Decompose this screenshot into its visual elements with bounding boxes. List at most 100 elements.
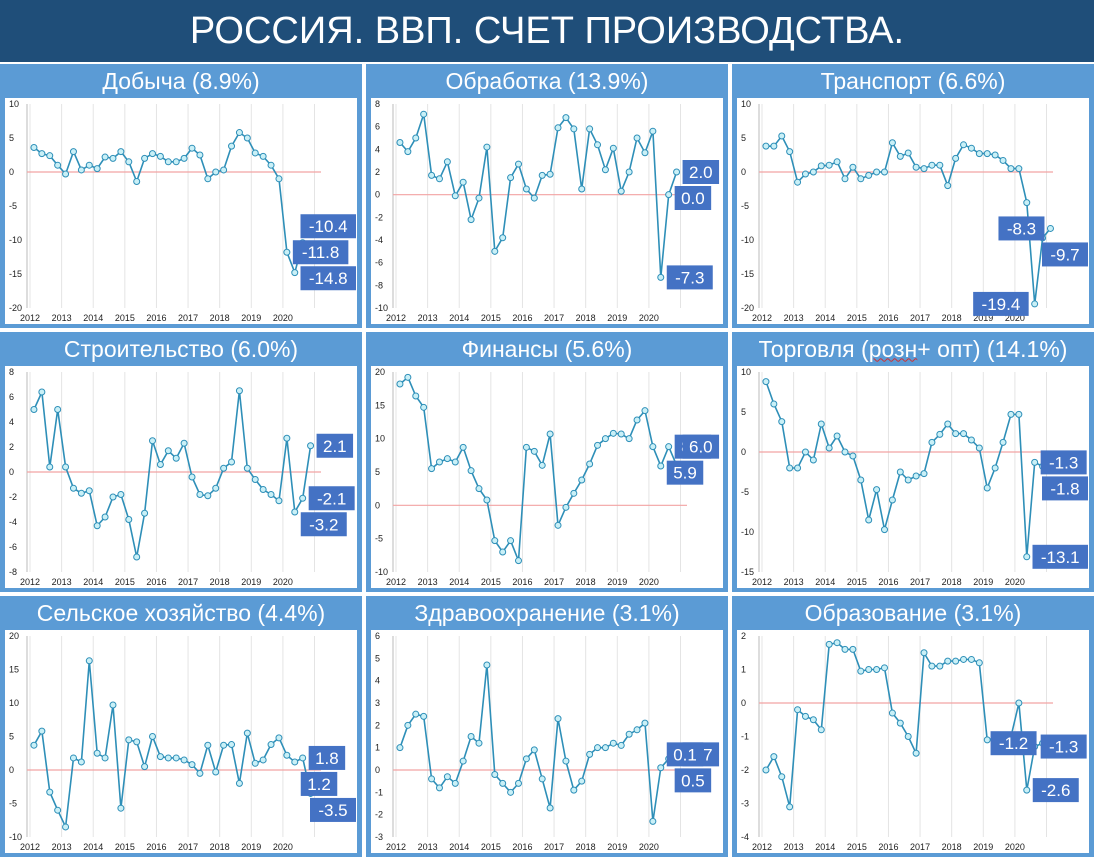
data-point (69, 754, 77, 762)
x-tick-label: 2017 (544, 842, 564, 852)
data-point (952, 430, 960, 438)
data-point (786, 803, 794, 811)
data-point (896, 468, 904, 476)
data-point (428, 775, 436, 783)
x-tick-label: 2013 (52, 842, 72, 852)
y-tick-label: -10 (375, 303, 388, 313)
y-tick-label: 5 (9, 732, 14, 742)
data-point (601, 744, 609, 752)
data-point (928, 161, 936, 169)
data-point (928, 662, 936, 670)
x-tick-label: 2017 (544, 577, 564, 587)
series-line (765, 641, 1043, 808)
y-tick-label: -3 (375, 832, 383, 842)
data-point (809, 456, 817, 464)
x-tick-label: 2017 (544, 313, 564, 323)
data-point (164, 158, 172, 166)
data-point (149, 733, 156, 740)
chart-panel: Финансы (5.6%) -10 -5 0 5 10 15 20 2012 2013 2014 2… (366, 332, 728, 592)
x-tick-label: 2020 (1005, 313, 1025, 323)
data-point (491, 770, 499, 778)
x-tick-label: 2013 (784, 313, 804, 323)
x-tick-label: 2014 (449, 842, 469, 852)
svg-text:-1.3: -1.3 (1049, 738, 1078, 757)
data-label: 0.1 (666, 742, 704, 767)
data-point (586, 460, 594, 468)
x-tick-label: 2017 (910, 313, 930, 323)
x-tick-label: 2013 (784, 842, 804, 852)
data-point (609, 429, 617, 437)
y-tick-label: -8 (375, 280, 383, 290)
y-tick-label: -2 (9, 492, 17, 502)
data-point (491, 247, 499, 255)
x-tick-label: 2013 (52, 313, 72, 323)
data-label: 0.5 (674, 768, 712, 793)
data-point (633, 726, 641, 734)
data-point (825, 640, 833, 648)
x-tick-label: 2018 (210, 577, 230, 587)
data-point (483, 661, 491, 669)
data-point (817, 726, 825, 734)
data-point (428, 465, 436, 473)
data-point (235, 129, 243, 137)
data-point (172, 158, 180, 166)
data-point (428, 171, 436, 179)
y-tick-label: 0 (375, 190, 380, 200)
data-point (291, 758, 299, 766)
x-tick-label: 2012 (386, 577, 406, 587)
y-tick-label: 0 (9, 765, 14, 775)
y-tick-label: 10 (741, 367, 751, 377)
data-point (125, 516, 133, 523)
data-point (778, 773, 786, 781)
data-label: 2.0 (682, 160, 720, 184)
chart-title: Сельское хозяйство (4.4%) (36, 599, 326, 626)
data-point (841, 175, 849, 183)
chart-title: Строительство (6.0%) (63, 335, 299, 362)
chart-panel: Торговля (розн + опт) (14.1%) -15 -10 -5 0 5 1… (732, 332, 1094, 592)
data-point (673, 168, 681, 176)
y-tick-label: 15 (9, 665, 19, 675)
data-point (180, 756, 188, 764)
x-tick-label: 2016 (512, 577, 532, 587)
data-point (944, 182, 952, 190)
data-point (952, 657, 960, 665)
y-tick-label: 8 (375, 99, 380, 109)
data-point (101, 153, 109, 161)
y-tick-label: 15 (375, 400, 385, 410)
data-point (93, 749, 101, 757)
svg-text:-19.4: -19.4 (982, 295, 1021, 314)
x-tick-label: 2020 (273, 842, 293, 852)
x-tick-label: 2019 (241, 313, 261, 323)
data-point (833, 158, 841, 166)
data-point (865, 516, 873, 524)
line-chart: -8 -6 -4 -2 0 2 4 6 8 2012 2013 2014 2015 2016 2017 201… (9, 367, 355, 587)
data-point (515, 160, 522, 168)
y-tick-label: 10 (375, 434, 385, 444)
data-point (259, 152, 267, 160)
data-point (649, 443, 657, 451)
data-point (117, 491, 125, 498)
data-point (109, 154, 117, 162)
data-point (920, 165, 928, 173)
data-label: -14.8 (300, 266, 356, 291)
data-point (570, 125, 578, 133)
svg-text:-1.8: -1.8 (1050, 479, 1079, 498)
y-tick-label: -5 (741, 487, 749, 497)
line-chart: -3 -2 -1 0 1 2 3 4 5 6 2012 2013 2014 2015 2016 2017 201… (375, 631, 720, 852)
x-tick-label: 2016 (878, 842, 898, 852)
data-point (396, 744, 404, 752)
svg-text:-2.1: -2.1 (317, 489, 346, 508)
y-tick-label: 6 (375, 122, 380, 132)
x-tick-label: 2012 (752, 313, 772, 323)
svg-text:2.0: 2.0 (689, 163, 713, 182)
data-point (499, 779, 507, 787)
x-tick-label: 2015 (481, 577, 501, 587)
data-point (412, 710, 420, 718)
y-tick-label: -5 (741, 201, 749, 211)
data-point (435, 784, 443, 792)
x-tick-label: 2012 (752, 842, 772, 852)
data-point (912, 163, 920, 171)
series-line (765, 381, 1043, 557)
data-point (133, 553, 141, 561)
data-point (46, 463, 54, 471)
